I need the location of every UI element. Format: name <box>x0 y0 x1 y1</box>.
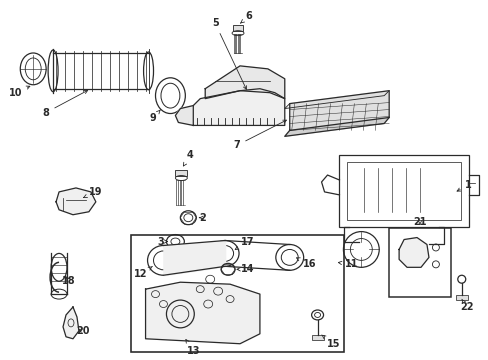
Text: 4: 4 <box>183 150 193 166</box>
Text: 9: 9 <box>149 110 160 123</box>
Text: 21: 21 <box>412 217 426 227</box>
Polygon shape <box>193 89 284 125</box>
Polygon shape <box>289 91 388 130</box>
Text: 8: 8 <box>42 90 87 117</box>
Text: 11: 11 <box>338 259 357 269</box>
Text: 5: 5 <box>211 18 246 89</box>
Bar <box>346 162 460 220</box>
Text: 18: 18 <box>62 276 76 286</box>
Text: 7: 7 <box>233 120 286 150</box>
Polygon shape <box>145 282 260 344</box>
Bar <box>311 335 323 340</box>
Text: 3: 3 <box>157 237 167 247</box>
Polygon shape <box>398 238 428 267</box>
Bar <box>175 170 187 176</box>
Text: 1: 1 <box>456 180 471 191</box>
Bar <box>233 25 243 31</box>
Polygon shape <box>284 117 388 136</box>
Text: 13: 13 <box>185 339 200 356</box>
Text: 20: 20 <box>76 326 89 336</box>
Text: 19: 19 <box>83 187 102 198</box>
Polygon shape <box>56 188 96 215</box>
Polygon shape <box>63 307 79 339</box>
Polygon shape <box>205 66 284 99</box>
Text: 17: 17 <box>235 237 254 249</box>
Polygon shape <box>175 105 193 125</box>
Bar <box>339 155 468 227</box>
Text: 2: 2 <box>199 213 205 223</box>
Text: 22: 22 <box>459 299 472 312</box>
Bar <box>455 295 467 300</box>
Text: 6: 6 <box>240 11 252 23</box>
Text: 15: 15 <box>321 335 340 349</box>
Bar <box>130 235 344 352</box>
Text: 14: 14 <box>237 264 254 274</box>
Text: 12: 12 <box>134 266 152 279</box>
Text: 16: 16 <box>296 258 316 269</box>
Text: 10: 10 <box>9 86 30 98</box>
Bar <box>388 228 450 297</box>
